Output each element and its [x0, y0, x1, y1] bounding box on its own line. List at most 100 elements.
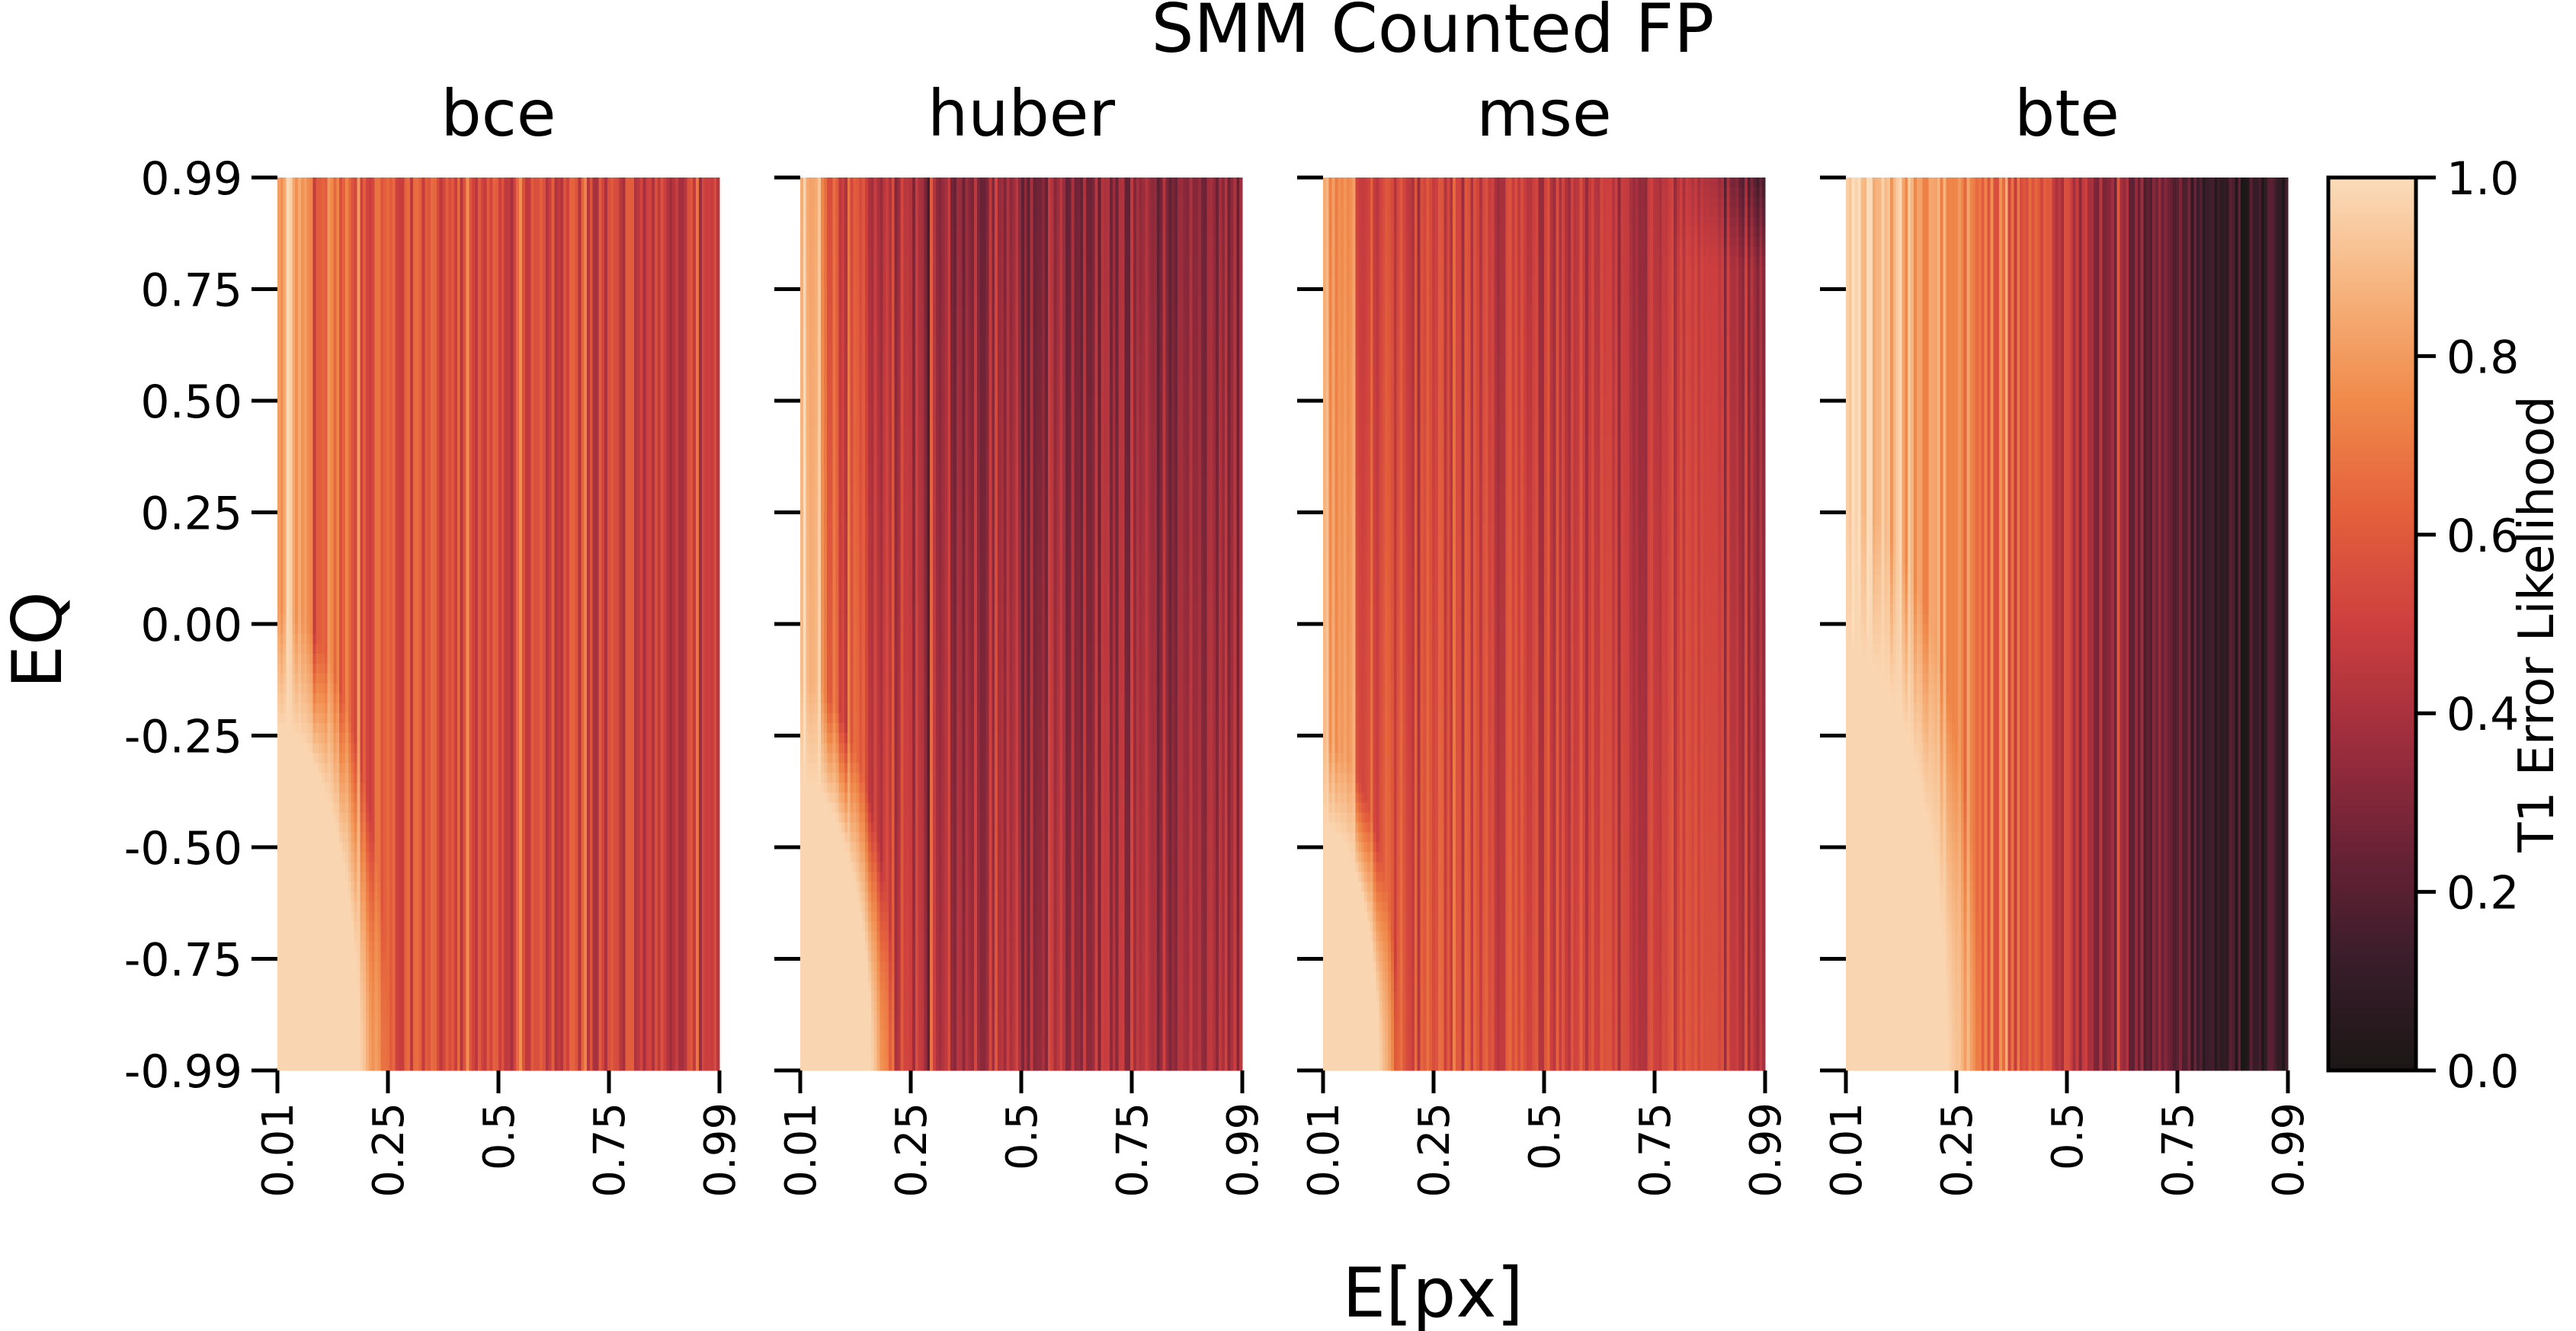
- heatmap-cell: [339, 713, 343, 724]
- heatmap-cell: [368, 990, 373, 1002]
- heatmap-cell: [295, 703, 299, 714]
- heatmap-cell: [330, 187, 335, 198]
- heatmap-cell: [342, 475, 346, 486]
- heatmap-cell: [280, 395, 284, 407]
- heatmap-cell: [319, 862, 322, 873]
- heatmap-cell: [289, 872, 293, 883]
- heatmap-cell: [425, 654, 428, 664]
- heatmap-cell: [280, 941, 284, 952]
- heatmap-cell: [431, 554, 434, 565]
- heatmap-cell: [354, 1000, 357, 1012]
- heatmap-cell: [342, 455, 346, 466]
- heatmap-cell: [398, 802, 402, 814]
- heatmap-cell: [383, 207, 387, 218]
- heatmap-cell: [344, 178, 349, 188]
- heatmap-cell: [357, 475, 360, 486]
- heatmap-cell: [418, 524, 423, 536]
- heatmap-cell: [306, 802, 311, 814]
- heatmap-cell: [324, 693, 328, 704]
- heatmap-cell: [363, 267, 367, 277]
- heatmap-cell: [401, 891, 405, 903]
- heatmap-cell: [333, 217, 337, 228]
- heatmap-cell: [398, 852, 402, 863]
- heatmap-cell: [439, 306, 444, 317]
- heatmap-cell: [368, 703, 373, 714]
- heatmap-cell: [418, 782, 423, 793]
- heatmap-cell: [286, 425, 290, 437]
- heatmap-cell: [277, 257, 281, 267]
- heatmap-cell: [322, 981, 325, 992]
- heatmap-cell: [322, 395, 325, 407]
- heatmap-cell: [330, 931, 335, 942]
- heatmap-cell: [351, 316, 355, 327]
- heatmap-cell: [306, 494, 311, 506]
- heatmap-cell: [418, 733, 423, 744]
- heatmap-cell: [425, 296, 428, 307]
- heatmap-cell: [319, 842, 322, 853]
- heatmap-cell: [415, 802, 420, 814]
- heatmap-cell: [415, 1000, 420, 1012]
- heatmap-cell: [380, 277, 384, 287]
- heatmap-cell: [298, 673, 302, 684]
- heatmap-cell: [368, 277, 373, 287]
- heatmap-cell: [363, 524, 367, 536]
- heatmap-cell: [398, 465, 402, 476]
- heatmap-cell: [383, 773, 387, 783]
- heatmap-cell: [354, 534, 357, 546]
- heatmap-cell: [415, 445, 420, 456]
- heatmap-cell: [306, 872, 311, 883]
- heatmap-cell: [333, 524, 337, 536]
- heatmap-cell: [354, 832, 357, 843]
- heatmap-cell: [319, 584, 322, 595]
- heatmap-cell: [298, 971, 302, 982]
- heatmap-cell: [383, 603, 387, 615]
- heatmap-cell: [383, 782, 387, 793]
- heatmap-cell: [292, 733, 296, 744]
- heatmap-cell: [322, 197, 325, 208]
- heatmap-cell: [392, 316, 396, 327]
- heatmap-cell: [428, 673, 431, 684]
- heatmap-cell: [371, 613, 376, 625]
- heatmap-cell: [404, 1040, 408, 1051]
- heatmap-cell: [421, 1030, 425, 1041]
- heatmap-cell: [360, 832, 364, 843]
- heatmap-cell: [351, 544, 355, 555]
- heatmap-cell: [431, 1010, 434, 1022]
- heatmap-cell: [327, 257, 332, 267]
- heatmap-cell: [283, 654, 287, 664]
- heatmap-cell: [439, 346, 444, 357]
- heatmap-cell: [327, 395, 332, 407]
- heatmap-cell: [380, 1010, 384, 1022]
- heatmap-cell: [439, 475, 444, 486]
- heatmap-cell: [342, 425, 346, 437]
- heatmap-cell: [377, 356, 381, 367]
- heatmap-cell: [410, 891, 414, 903]
- heatmap-cell: [398, 178, 402, 188]
- heatmap-cell: [333, 832, 337, 843]
- heatmap-cell: [333, 812, 337, 824]
- heatmap-cell: [312, 1050, 316, 1061]
- heatmap-cell: [377, 792, 381, 803]
- heatmap-cell: [418, 832, 423, 843]
- heatmap-cell: [339, 1050, 343, 1061]
- heatmap-cell: [368, 425, 373, 437]
- heatmap-cell: [330, 386, 335, 397]
- heatmap-cell: [309, 763, 313, 773]
- heatmap-cell: [374, 901, 379, 913]
- heatmap-cell: [292, 603, 296, 615]
- heatmap-cell: [339, 624, 343, 635]
- heatmap-cell: [431, 763, 434, 773]
- heatmap-cell: [418, 971, 423, 982]
- heatmap-cell: [366, 465, 370, 476]
- heatmap-cell: [433, 584, 437, 595]
- heatmap-cell: [439, 494, 444, 506]
- heatmap-cell: [436, 753, 441, 763]
- heatmap-cell: [360, 891, 364, 903]
- heatmap-cell: [418, 346, 423, 357]
- heatmap-cell: [286, 1000, 290, 1012]
- heatmap-cell: [439, 227, 444, 238]
- heatmap-cell: [280, 346, 284, 357]
- heatmap-cell: [383, 326, 387, 337]
- heatmap-cell: [383, 971, 387, 982]
- heatmap-cell: [366, 683, 370, 694]
